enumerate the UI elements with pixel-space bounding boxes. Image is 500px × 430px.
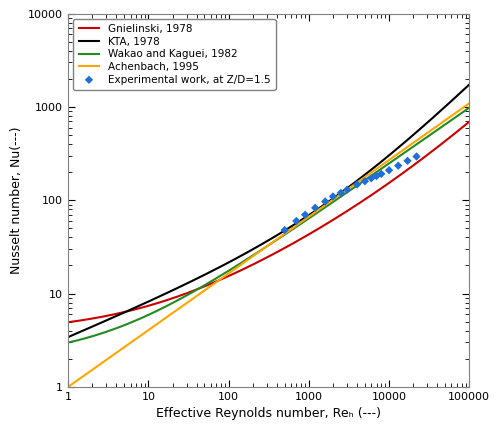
Wakao and Kaguei, 1982: [106, 328, 112, 333]
KTA, 1978: [385, 154, 391, 159]
X-axis label: Effective Reynolds number, Reₕ (---): Effective Reynolds number, Reₕ (---): [156, 407, 381, 420]
Wakao and Kaguei, 1982: [242, 258, 248, 263]
Gnielinski, 1978: [106, 313, 112, 318]
Experimental work, at Z/D=1.5: [368, 175, 376, 182]
Experimental work, at Z/D=1.5: [412, 153, 420, 160]
KTA, 1978: [466, 82, 472, 87]
Experimental work, at Z/D=1.5: [311, 204, 319, 211]
Achenbach, 1995: [242, 259, 248, 264]
Experimental work, at Z/D=1.5: [280, 227, 288, 233]
Gnielinski, 1978: [340, 211, 346, 216]
Line: KTA, 1978: KTA, 1978: [68, 85, 469, 337]
Gnielinski, 1978: [385, 181, 391, 186]
Gnielinski, 1978: [378, 186, 384, 191]
KTA, 1978: [340, 188, 346, 194]
Line: Achenbach, 1995: Achenbach, 1995: [68, 103, 469, 387]
Experimental work, at Z/D=1.5: [378, 170, 386, 177]
Wakao and Kaguei, 1982: [228, 267, 234, 272]
Experimental work, at Z/D=1.5: [343, 186, 351, 193]
Wakao and Kaguei, 1982: [466, 105, 472, 110]
Experimental work, at Z/D=1.5: [329, 193, 337, 200]
Experimental work, at Z/D=1.5: [321, 198, 329, 205]
Experimental work, at Z/D=1.5: [336, 190, 344, 197]
Achenbach, 1995: [340, 190, 346, 195]
Achenbach, 1995: [106, 355, 112, 360]
Achenbach, 1995: [228, 270, 234, 275]
KTA, 1978: [228, 259, 234, 264]
KTA, 1978: [65, 335, 71, 340]
Experimental work, at Z/D=1.5: [372, 172, 380, 179]
Line: Wakao and Kaguei, 1982: Wakao and Kaguei, 1982: [68, 108, 469, 343]
Achenbach, 1995: [378, 163, 384, 168]
Achenbach, 1995: [385, 158, 391, 163]
Achenbach, 1995: [65, 384, 71, 390]
Wakao and Kaguei, 1982: [340, 192, 346, 197]
Gnielinski, 1978: [242, 266, 248, 271]
Experimental work, at Z/D=1.5: [301, 211, 309, 218]
Gnielinski, 1978: [65, 319, 71, 325]
Experimental work, at Z/D=1.5: [385, 167, 393, 174]
Gnielinski, 1978: [228, 273, 234, 278]
Wakao and Kaguei, 1982: [65, 340, 71, 345]
Line: Gnielinski, 1978: Gnielinski, 1978: [68, 122, 469, 322]
Experimental work, at Z/D=1.5: [292, 218, 300, 224]
KTA, 1978: [242, 251, 248, 256]
Experimental work, at Z/D=1.5: [394, 162, 402, 169]
Legend: Gnielinski, 1978, KTA, 1978, Wakao and Kaguei, 1982, Achenbach, 1995, Experiment: Gnielinski, 1978, KTA, 1978, Wakao and K…: [74, 19, 276, 90]
Y-axis label: Nusselt number, Nu(---): Nusselt number, Nu(---): [10, 126, 22, 274]
KTA, 1978: [378, 160, 384, 165]
Experimental work, at Z/D=1.5: [361, 178, 369, 185]
Wakao and Kaguei, 1982: [385, 161, 391, 166]
KTA, 1978: [106, 316, 112, 322]
Wakao and Kaguei, 1982: [378, 166, 384, 172]
Experimental work, at Z/D=1.5: [353, 181, 361, 188]
Achenbach, 1995: [466, 101, 472, 106]
Experimental work, at Z/D=1.5: [404, 157, 411, 164]
Gnielinski, 1978: [466, 119, 472, 124]
